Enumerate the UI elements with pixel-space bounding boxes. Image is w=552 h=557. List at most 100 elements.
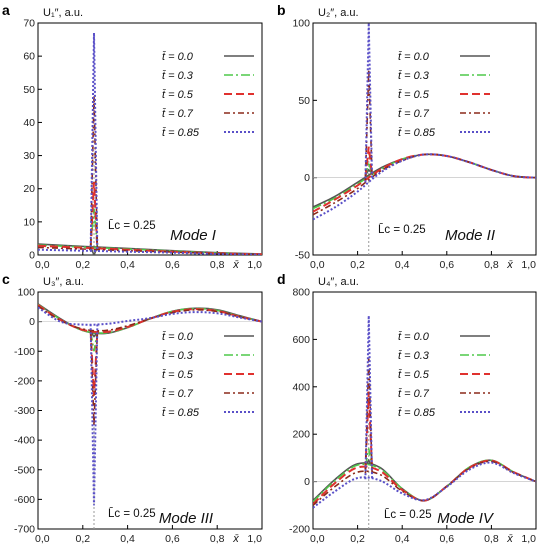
lc-label: L̄c = 0.25 xyxy=(108,507,156,520)
legend-entry-label: t̄ = 0.5 xyxy=(162,369,194,381)
y-tick-label: 0 xyxy=(29,316,35,328)
legend-entry-label: t̄ = 0.0 xyxy=(398,331,430,343)
legend-entry-label: t̄ = 0.5 xyxy=(398,89,430,101)
series-line-t0.3 xyxy=(313,153,536,210)
mode-label: Mode II xyxy=(445,227,495,244)
legend-entry-label: t̄ = 0.85 xyxy=(398,407,436,419)
x-tick-label: 0,6 xyxy=(165,533,180,545)
y-axis-label: U₄″, a.u. xyxy=(318,276,359,288)
panel-letter: b xyxy=(277,2,286,18)
legend-entry-label: t̄ = 0.5 xyxy=(398,369,430,381)
y-tick-label: -300 xyxy=(14,405,35,417)
legend-entry-label: t̄ = 0.3 xyxy=(162,350,194,362)
series-spike-t0.85 xyxy=(89,32,99,252)
lc-label: L̄c = 0.25 xyxy=(108,219,156,232)
x-tick-label: 0,6 xyxy=(439,259,454,271)
legend-entry-label: t̄ = 0.7 xyxy=(398,108,430,120)
x-tick-label: 0,8 xyxy=(484,259,499,271)
series-spike-t0.85 xyxy=(364,315,374,480)
legend-entry-label: t̄ = 0.3 xyxy=(398,70,430,82)
x-tick-label: 0,0 xyxy=(310,533,325,545)
series-spike-t0.85 xyxy=(364,23,374,183)
x-tick-label: 1,0 xyxy=(247,533,262,545)
series-spike-t0.5 xyxy=(89,330,99,396)
legend: t̄ = 0.0 t̄ = 0.3 t̄ = 0.5 t̄ = 0.7 t̄ = 0.8… xyxy=(162,51,254,139)
plot-frame xyxy=(312,291,537,530)
y-tick-label: 30 xyxy=(23,150,35,162)
x-tick-label: 0,8 xyxy=(210,533,225,545)
y-tick-label: 0 xyxy=(29,250,35,262)
y-tick-label: -200 xyxy=(14,375,35,387)
y-tick-label: 10 xyxy=(23,216,35,228)
y-tick-label: -700 xyxy=(14,524,35,536)
lc-label: L̄c = 0.25 xyxy=(378,223,426,236)
y-tick-label: 400 xyxy=(292,381,310,393)
legend: t̄ = 0.0 t̄ = 0.3 t̄ = 0.5 t̄ = 0.7 t̄ = 0.8… xyxy=(398,51,490,139)
series-line-t0.7 xyxy=(38,305,262,332)
y-tick-label: 40 xyxy=(23,117,35,129)
x-tick-label: 0,8 xyxy=(210,259,225,271)
y-tick-label: 20 xyxy=(23,183,35,195)
series-line-t0.5 xyxy=(313,153,536,213)
legend-entry-label: t̄ = 0.5 xyxy=(162,89,194,101)
legend-entry-label: t̄ = 0.7 xyxy=(162,388,194,400)
y-tick-label: -100 xyxy=(14,346,35,358)
x-axis-label: x̄ xyxy=(232,533,239,545)
series-line-t0.85 xyxy=(313,461,536,509)
y-tick-label: 60 xyxy=(23,51,35,63)
x-tick-label: 0,6 xyxy=(165,259,180,271)
legend-entry-label: t̄ = 0.85 xyxy=(162,407,200,419)
x-tick-label: 0,4 xyxy=(395,259,410,271)
x-tick-label: 0,6 xyxy=(439,533,454,545)
y-tick-label: -500 xyxy=(14,464,35,476)
panel-letter: a xyxy=(2,2,10,18)
x-tick-label: 0,4 xyxy=(120,259,135,271)
plot-frame xyxy=(37,22,263,256)
series-line-t0.3 xyxy=(313,459,536,503)
x-axis-label: x̄ xyxy=(506,533,513,545)
legend-entry-label: t̄ = 0.0 xyxy=(162,331,194,343)
legend-entry-label: t̄ = 0.85 xyxy=(162,127,200,139)
mode-label: Mode IV xyxy=(437,510,495,527)
y-tick-label: -50 xyxy=(295,250,310,262)
y-tick-label: 800 xyxy=(292,287,310,299)
x-tick-label: 0,2 xyxy=(350,259,365,271)
series-line-t0 xyxy=(313,153,536,208)
series-line-t0.85 xyxy=(38,306,262,326)
x-tick-label: 0,4 xyxy=(120,533,135,545)
y-tick-label: -600 xyxy=(14,494,35,506)
x-tick-label: 1,0 xyxy=(247,259,262,271)
x-tick-label: 1,0 xyxy=(521,259,536,271)
series-line-t0.7 xyxy=(313,153,536,216)
series-spike-t0.85 xyxy=(89,324,99,506)
legend-entry-label: t̄ = 0.0 xyxy=(398,51,430,63)
series-spike-t0.5 xyxy=(364,146,374,178)
x-tick-label: 0,2 xyxy=(75,259,90,271)
x-tick-label: 0,0 xyxy=(35,259,50,271)
legend: t̄ = 0.0 t̄ = 0.3 t̄ = 0.5 t̄ = 0.7 t̄ = 0.8… xyxy=(162,331,254,419)
series-line-t0.85 xyxy=(38,248,262,255)
series-line-t0.85 xyxy=(313,153,536,221)
y-axis-label: U₃″, a.u. xyxy=(43,276,84,288)
x-axis-label: x̄ xyxy=(232,259,239,271)
y-tick-label: 50 xyxy=(298,95,310,107)
x-tick-label: 0,2 xyxy=(350,533,365,545)
x-tick-label: 0,8 xyxy=(484,533,499,545)
panel-a: 0,0 0,2 0,4 0,6 0,8 1,0 0 10 20 30 40 50 60 70 a U₁″, a… xyxy=(2,2,263,271)
x-axis-label: x̄ xyxy=(506,259,513,271)
x-tick-label: 0,0 xyxy=(310,259,325,271)
legend: t̄ = 0.0 t̄ = 0.3 t̄ = 0.5 t̄ = 0.7 t̄ = 0.8… xyxy=(398,331,490,419)
mode-label: Mode III xyxy=(159,510,213,527)
x-tick-label: 0,0 xyxy=(35,533,50,545)
y-axis-label: U₁″, a.u. xyxy=(43,7,83,19)
y-tick-label: 50 xyxy=(23,84,35,96)
panel-letter: c xyxy=(2,271,10,287)
legend-entry-label: t̄ = 0.7 xyxy=(162,108,194,120)
series-line-t0 xyxy=(313,459,536,502)
y-tick-label: 70 xyxy=(23,18,35,30)
plot-frame xyxy=(312,22,537,256)
y-tick-label: 0 xyxy=(304,172,310,184)
legend-entry-label: t̄ = 0.7 xyxy=(398,388,430,400)
y-tick-label: 0 xyxy=(304,476,310,488)
